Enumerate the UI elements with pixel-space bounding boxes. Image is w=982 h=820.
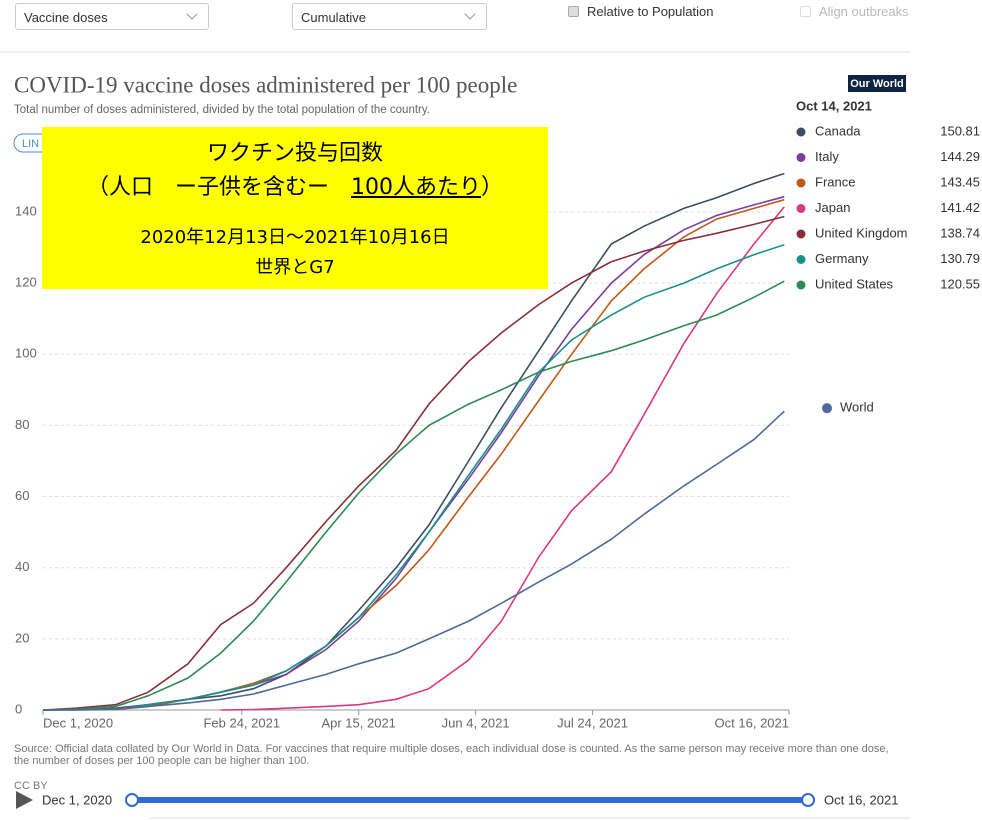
annotation-underlined: 100人あたり [351,175,481,200]
x-tick-label: Feb 24, 2021 [203,715,280,730]
annotation-line: （人口 ー子供を含むー 100人あたり） [42,169,548,201]
legend-label[interactable]: United States [815,276,894,291]
source-note: Source: Official data collated by Our Wo… [14,743,889,767]
timeline-start: Dec 1, 2020 [42,792,112,807]
x-tick-label: Jul 24, 2021 [557,715,628,730]
legend-value: 141.42 [940,200,980,215]
checkbox-label: Align outbreaks [819,4,909,19]
x-tick-label: Jun 4, 2021 [442,715,510,730]
logo: Our World [850,78,904,90]
annotation-text: ） [481,175,504,200]
legend-value: 130.79 [940,251,980,266]
legend-label[interactable]: Canada [815,123,861,138]
legend-value: 120.55 [940,276,980,291]
annotation-text: （人口 ー子供を含むー [86,175,351,200]
align-checkbox[interactable]: Align outbreaks [800,4,909,19]
metric-dropdown[interactable]: Vaccine doses [15,3,209,30]
legend-date: Oct 14, 2021 [796,98,872,113]
legend-value: 143.45 [940,174,980,189]
chart-subtitle: Total number of doses administered, divi… [14,104,430,116]
legend-label[interactable]: France [815,174,855,189]
chevron [464,8,476,20]
annotation-line: ワクチン投与回数 [206,141,383,166]
series-line [42,215,785,711]
scale-button-label: LIN [22,138,39,150]
legend-dot [796,280,806,290]
logo-box [848,75,906,92]
interval-dropdown[interactable]: Cumulative [292,3,487,30]
annotation-line: 世界とG7 [255,257,335,278]
chart-title: COVID-19 vaccine doses administered per … [14,72,517,97]
checkbox [800,6,811,17]
relative-checkbox[interactable]: Relative to Population [568,4,713,19]
annotation-box: ワクチン投与回数 （人口 ー子供を含むー 100人あたり） 2020年12月13… [42,127,548,289]
license: CC BY [14,780,48,792]
checkbox-label: Relative to Population [587,4,714,19]
x-tick-label: Dec 1, 2020 [43,715,113,730]
legend-label[interactable]: World [840,400,874,415]
chevron [186,8,198,20]
y-tick-label: 120 [15,275,37,290]
legend-dot [796,127,806,137]
x-tick-label: Oct 16, 2021 [715,715,789,730]
series-line [42,280,785,711]
legend-label[interactable]: Germany [815,251,869,266]
y-tick-label: 80 [15,417,29,432]
series-line [220,206,785,711]
y-tick-label: 140 [15,203,37,218]
timeline-handle[interactable] [125,793,139,807]
y-tick-label: 0 [15,701,22,716]
y-tick-label: 40 [15,559,29,574]
y-tick-label: 20 [15,630,29,645]
timeline-end: Oct 16, 2021 [824,792,898,807]
legend-dot [796,204,806,213]
play-button[interactable] [16,791,33,809]
series-line [43,410,785,711]
timeline-handle[interactable] [801,793,815,807]
dropdown-label: Cumulative [301,10,367,25]
legend-value: 138.74 [940,225,980,240]
legend-value: 150.81 [940,123,980,138]
legend-dot [822,403,832,414]
dropdown-label: Vaccine doses [24,10,108,25]
annotation-line: 2020年12月13日～2021年10月16日 [140,227,450,248]
legend-dot [796,153,806,162]
timeline-track [132,797,808,803]
x-tick-label: Apr 15, 2021 [321,715,395,730]
series-line [42,243,785,711]
legend-label[interactable]: United Kingdom [815,225,908,240]
legend-dot [796,229,806,239]
legend-dot [796,255,806,264]
legend-value: 144.29 [940,149,980,164]
y-tick-label: 100 [15,346,37,361]
checkbox-checked [568,6,579,17]
y-tick-label: 60 [15,488,29,503]
legend-label[interactable]: Japan [815,200,850,215]
legend-label[interactable]: Italy [815,149,839,164]
series-line [43,198,785,711]
legend-dot [796,178,806,188]
